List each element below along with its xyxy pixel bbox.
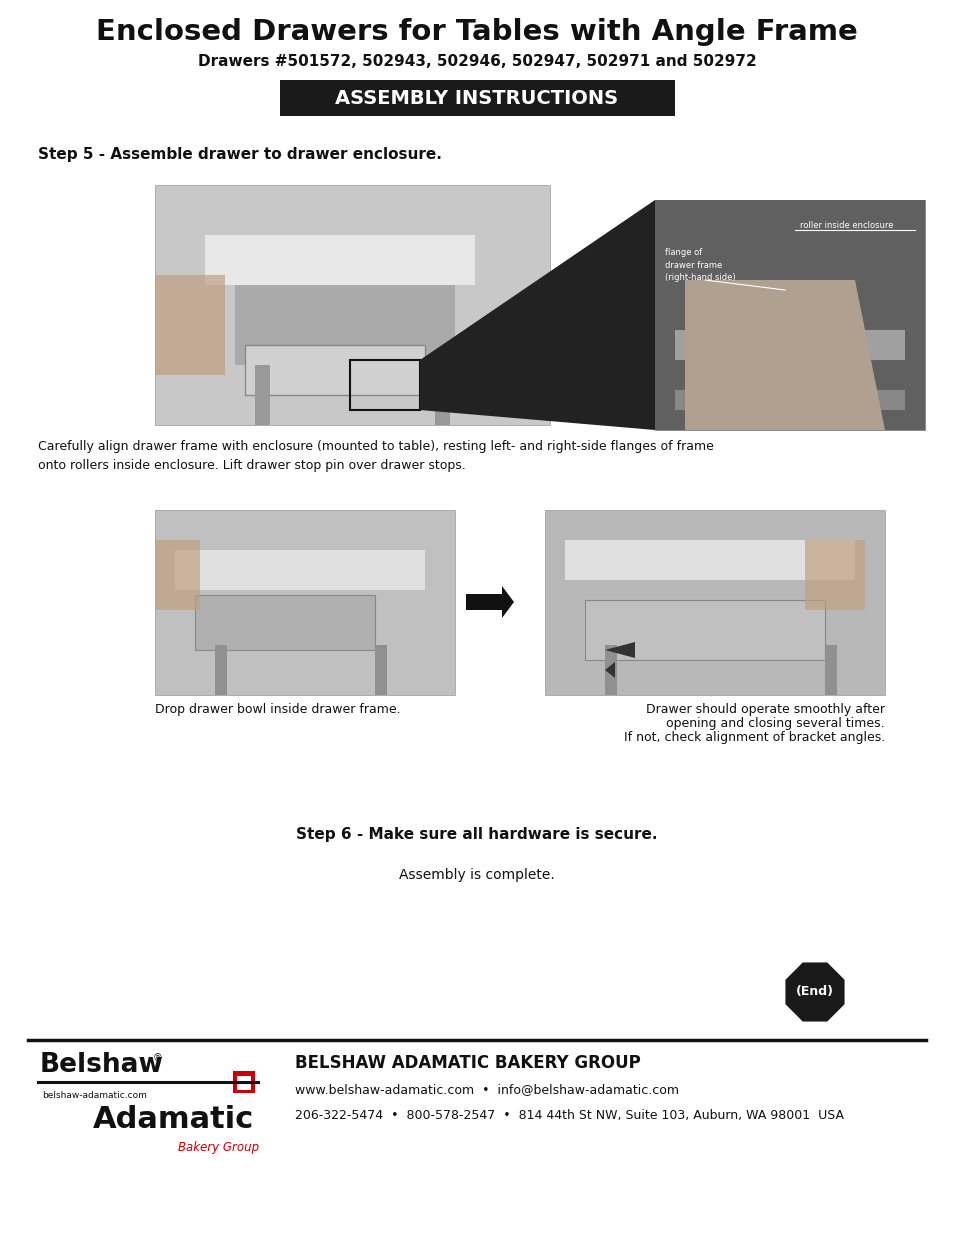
Bar (350, 359, 419, 410)
Text: Belshaw: Belshaw (40, 1052, 164, 1078)
Polygon shape (604, 642, 635, 658)
Text: roller inside enclosure: roller inside enclosure (800, 221, 893, 230)
Text: flange of
drawer frame
(right-hand side): flange of drawer frame (right-hand side) (664, 248, 735, 282)
Text: Carefully align drawer frame with enclosure (mounted to table), resting left- an: Carefully align drawer frame with enclos… (38, 440, 713, 472)
Text: BELSHAW ADAMATIC BAKERY GROUP: BELSHAW ADAMATIC BAKERY GROUP (294, 1053, 640, 1072)
Text: (End): (End) (795, 986, 833, 999)
Bar (824, 645, 836, 695)
Text: Assembly is complete.: Assembly is complete. (398, 868, 555, 882)
Bar (154, 275, 225, 375)
Bar (236, 1076, 251, 1091)
Text: opening and closing several times.: opening and closing several times. (666, 718, 884, 730)
Polygon shape (465, 585, 514, 618)
Bar (254, 366, 270, 425)
Polygon shape (684, 280, 884, 430)
Text: belshaw-adamatic.com: belshaw-adamatic.com (42, 1091, 147, 1099)
Bar (233, 1071, 254, 1093)
Text: Bakery Group: Bakery Group (178, 1141, 259, 1155)
Text: Drawers #501572, 502943, 502946, 502947, 502971 and 502972: Drawers #501572, 502943, 502946, 502947,… (197, 54, 756, 69)
Bar (194, 595, 375, 650)
Bar (804, 540, 864, 610)
Bar (375, 645, 387, 695)
Polygon shape (784, 962, 843, 1021)
Bar (655, 200, 924, 430)
Text: ASSEMBLY INSTRUCTIONS: ASSEMBLY INSTRUCTIONS (335, 89, 618, 107)
Bar (234, 285, 455, 366)
Bar (655, 200, 924, 430)
Text: Adamatic: Adamatic (92, 1105, 254, 1135)
Text: ®: ® (152, 1053, 163, 1063)
Text: 206-322-5474  •  800-578-2547  •  814 44th St NW, Suite 103, Auburn, WA 98001  U: 206-322-5474 • 800-578-2547 • 814 44th S… (294, 1109, 843, 1121)
Polygon shape (419, 200, 655, 430)
Bar (154, 185, 550, 425)
Text: www.belshaw-adamatic.com  •  info@belshaw-adamatic.com: www.belshaw-adamatic.com • info@belshaw-… (294, 1083, 679, 1097)
Polygon shape (604, 662, 615, 678)
Bar (154, 540, 200, 610)
Text: Step 5 - Assemble drawer to drawer enclosure.: Step 5 - Assemble drawer to drawer enclo… (38, 147, 441, 163)
Text: Drop drawer bowl inside drawer frame.: Drop drawer bowl inside drawer frame. (154, 703, 400, 716)
Bar (544, 510, 884, 695)
Bar (214, 645, 227, 695)
Bar (564, 540, 854, 580)
Bar (154, 510, 455, 695)
Bar (435, 366, 450, 425)
Bar (675, 330, 904, 359)
Bar (604, 645, 617, 695)
Text: Step 6 - Make sure all hardware is secure.: Step 6 - Make sure all hardware is secur… (296, 827, 657, 842)
Text: If not, check alignment of bracket angles.: If not, check alignment of bracket angle… (623, 731, 884, 743)
Bar (245, 345, 424, 395)
Bar (174, 550, 424, 590)
Text: Drawer should operate smoothly after: Drawer should operate smoothly after (645, 703, 884, 716)
Bar (584, 600, 824, 659)
Bar (205, 235, 475, 285)
Bar (280, 80, 675, 116)
Text: Enclosed Drawers for Tables with Angle Frame: Enclosed Drawers for Tables with Angle F… (96, 19, 857, 46)
Bar (675, 390, 904, 410)
